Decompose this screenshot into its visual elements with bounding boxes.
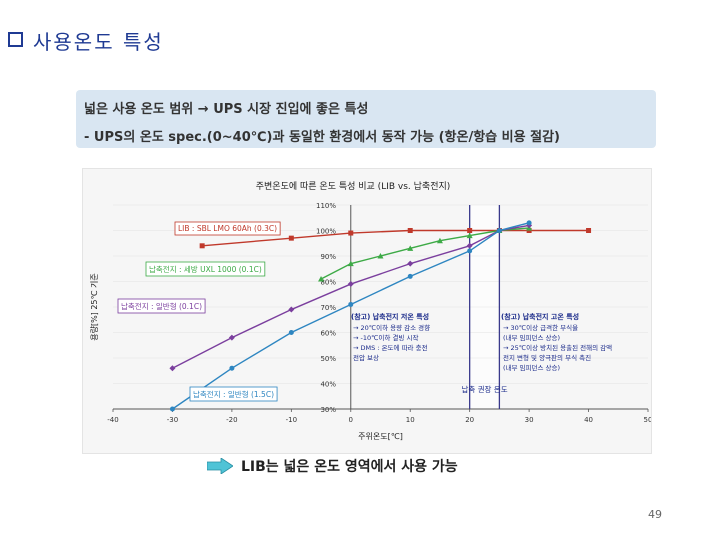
y-tick-label: 60% [320, 330, 336, 338]
x-tick-label: 0 [349, 416, 353, 424]
data-point [496, 228, 502, 233]
data-point [407, 228, 413, 233]
note-left-line: → -10℃이하 결빙 시작 [353, 333, 418, 342]
data-point [229, 365, 235, 371]
data-point [407, 273, 413, 279]
series-line-1 [202, 229, 589, 247]
data-point [348, 230, 354, 236]
data-point [348, 301, 354, 307]
conclusion-text: LIB는 넓은 온도 영역에서 사용 가능 [241, 459, 458, 475]
y-axis-label: 용량[%] 25℃ 기준 [89, 273, 99, 341]
note-left-line: → DMS : 온도에 따라 충전 [353, 343, 428, 352]
y-tick-label: 110% [316, 202, 336, 210]
checkbox-bullet-icon [8, 32, 23, 47]
note-right-line: → 25℃이상 방치된 용출된 전해의 감액 [503, 343, 612, 352]
data-point [407, 260, 414, 267]
x-tick-label: 30 [525, 416, 534, 424]
summary-banner: 넓은 사용 온도 범위 → UPS 시장 진입에 좋은 특성 - UPS의 온도… [76, 90, 656, 148]
data-point [407, 245, 414, 251]
data-point [436, 237, 443, 244]
legend-label-1: LIB : SBL LMO 60Ah (0.3C) [178, 224, 277, 233]
data-point [526, 228, 532, 233]
data-point [467, 228, 473, 233]
x-axis-label: 주위온도[℃] [358, 432, 403, 441]
right-arrow-icon [207, 458, 233, 474]
slide-title: 사용온도 특성 [8, 26, 164, 55]
page-number: 49 [648, 508, 662, 521]
data-point [467, 248, 473, 254]
note-left-title: (참고) 납축전지 저온 특성 [351, 312, 429, 321]
note-right-line: 전지 변형 및 양극판의 부식 촉진 [503, 353, 591, 362]
temperature-chart: 주변온도에 따른 온도 특성 비교 (LIB vs. 납축전지) 30% 40% 50… [89, 181, 652, 441]
banner-bullet-2: - UPS의 온도 spec.(0~40℃)과 동일한 환경에서 동작 가능 (… [84, 130, 560, 145]
series-line-2 [320, 227, 530, 280]
y-tick-label: 40% [320, 381, 336, 389]
data-point [347, 260, 354, 267]
series-line-3 [172, 224, 530, 369]
y-tick-label: 100% [316, 228, 336, 236]
note-right-title: (참고) 납축전지 고온 특성 [501, 312, 579, 321]
x-tick-label: 40 [584, 416, 593, 424]
data-point [288, 330, 294, 335]
x-tick-label: 20 [465, 416, 474, 424]
x-tick-label: -20 [226, 416, 237, 424]
data-point [466, 232, 473, 239]
y-tick-label: 80% [320, 279, 336, 287]
x-tick-label: -40 [107, 416, 118, 424]
data-point [169, 406, 175, 412]
x-tick-label: -30 [167, 416, 178, 424]
data-point [228, 334, 235, 341]
vline-label: 납축 권장 온도 [461, 384, 507, 394]
y-tick-label: 30% [320, 406, 336, 414]
data-point [526, 220, 532, 226]
chart-panel: 주변온도에 따른 온도 특성 비교 (LIB vs. 납축전지) 30% 40% 50… [82, 168, 652, 454]
y-tick-label: 70% [320, 304, 336, 312]
legend-label-3: 납축전지 : 일반형 (0.1C) [121, 301, 202, 311]
data-point [586, 228, 592, 233]
data-point [288, 306, 295, 313]
note-left-line: → 20℃이하 용량 감소 경향 [353, 323, 430, 332]
data-point [466, 242, 473, 249]
legend-box-1 [174, 221, 281, 236]
data-point [347, 281, 354, 288]
banner-bullet-1: 넓은 사용 온도 범위 → UPS 시장 진입에 좋은 특성 [84, 102, 369, 117]
slide-title-text: 사용온도 특성 [33, 30, 164, 54]
y-tick-label: 50% [320, 355, 336, 363]
note-right-line: → 30℃이상 급격한 부식율 [503, 323, 578, 332]
legend-box-2 [145, 261, 266, 277]
data-point [199, 243, 205, 249]
legend-box-4 [189, 386, 278, 402]
legend-box-3 [117, 298, 206, 314]
x-tick-label: 50 [644, 416, 651, 424]
data-point [169, 365, 176, 372]
data-point [288, 235, 294, 241]
x-tick-label: -10 [286, 416, 297, 424]
note-right-line: (내부 임피던스 상승) [503, 363, 560, 372]
y-tick-label: 90% [320, 253, 336, 261]
data-point [377, 253, 384, 259]
chart-title: 주변온도에 따른 온도 특성 비교 (LIB vs. 납축전지) [256, 181, 451, 192]
note-right-line: (내부 임피던스 상승) [503, 333, 560, 342]
data-point [318, 275, 325, 282]
x-tick-label: 10 [406, 416, 415, 424]
legend-label-4: 납축전지 : 일반형 (1.5C) [193, 389, 274, 399]
legend-label-2: 납축전지 : 세방 UXL 1000 (0.1C) [149, 264, 262, 274]
series-line-4 [172, 222, 530, 410]
note-left-line: 전압 보상 [353, 353, 379, 362]
